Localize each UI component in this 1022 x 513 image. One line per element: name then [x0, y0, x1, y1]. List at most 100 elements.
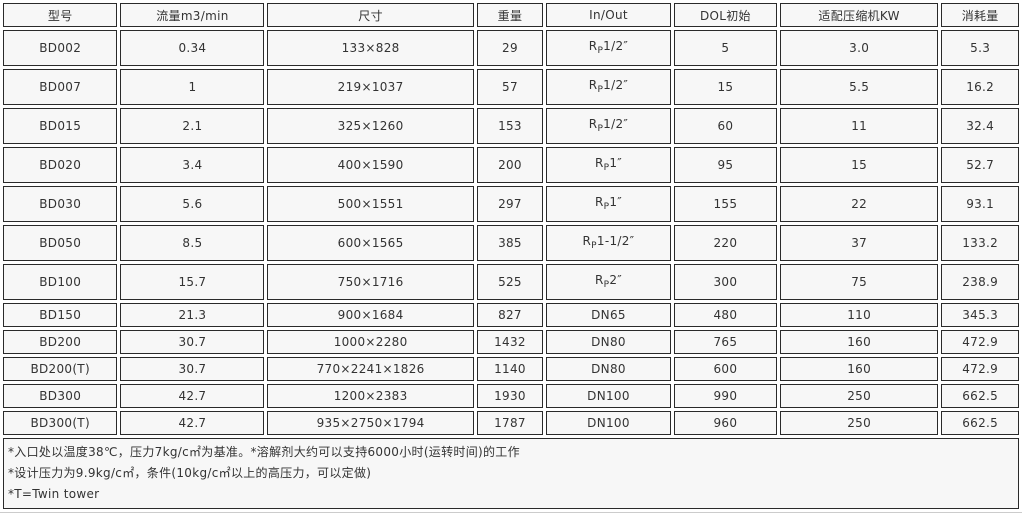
in-out-size: 1-1/2″	[596, 233, 635, 248]
note-line: *设计压力为9.9kg/c㎡，条件(10kg/c㎡以上的高压力，可以定做)	[8, 466, 372, 480]
cell-size: 133×828	[267, 30, 474, 66]
table-row: BD300(T) 42.7 935×2750×1794 1787 DN100 960 250…	[3, 411, 1019, 435]
cell-weight: 200	[476, 147, 544, 183]
cell-model: BD007	[3, 69, 118, 105]
table-row: BD300 42.7 1200×2383 1930 DN100 990 250 662.5	[3, 384, 1019, 408]
in-out-prefix: DN100	[587, 389, 630, 403]
cell-compressor-kw: 15	[779, 147, 939, 183]
in-out-subscript: P	[597, 123, 604, 134]
in-out-subscript: P	[603, 279, 610, 290]
cell-weight: 153	[476, 108, 544, 144]
cell-dol: 15	[673, 69, 777, 105]
cell-weight: 29	[476, 30, 544, 66]
cell-compressor-kw: 37	[779, 225, 939, 261]
cell-consumption: 52.7	[941, 147, 1019, 183]
cell-model: BD300	[3, 384, 118, 408]
in-out-size: 1″	[609, 155, 623, 170]
cell-weight: 525	[476, 264, 544, 300]
cell-model: BD200(T)	[3, 357, 118, 381]
cell-in-out: RP2″	[546, 264, 671, 300]
header-dol: DOL初始	[673, 3, 777, 27]
cell-dol: 990	[673, 384, 777, 408]
cell-compressor-kw: 11	[779, 108, 939, 144]
cell-model: BD300(T)	[3, 411, 118, 435]
cell-dol: 220	[673, 225, 777, 261]
cell-in-out: RP1/2″	[546, 108, 671, 144]
table-row: BD030 5.6 500×1551 297 RP1″ 155 22 93.1	[3, 186, 1019, 222]
cell-flow: 21.3	[120, 303, 265, 327]
cell-in-out: DN80	[546, 330, 671, 354]
cell-model: BD200	[3, 330, 118, 354]
cell-weight: 297	[476, 186, 544, 222]
cell-consumption: 472.9	[941, 357, 1019, 381]
cell-dol: 5	[673, 30, 777, 66]
cell-model: BD150	[3, 303, 118, 327]
cell-in-out: RP1/2″	[546, 69, 671, 105]
cell-weight: 827	[476, 303, 544, 327]
note-line: *入口处以温度38℃，压力7kg/c㎡为基准。*溶解剂大约可以支持6000小时(…	[8, 445, 520, 459]
cell-flow: 30.7	[120, 357, 265, 381]
header-model: 型号	[3, 3, 118, 27]
cell-compressor-kw: 250	[779, 411, 939, 435]
in-out-prefix: R	[588, 38, 598, 53]
cell-in-out: RP1/2″	[546, 30, 671, 66]
cell-in-out: DN100	[546, 411, 671, 435]
cell-size: 325×1260	[267, 108, 474, 144]
cell-size: 400×1590	[267, 147, 474, 183]
cell-flow: 0.34	[120, 30, 265, 66]
cell-model: BD050	[3, 225, 118, 261]
header-compressor-kw: 适配压缩机KW	[779, 3, 939, 27]
table-row: BD007 1 219×1037 57 RP1/2″ 15 5.5 16.2	[3, 69, 1019, 105]
table-row: BD015 2.1 325×1260 153 RP1/2″ 60 11 32.4	[3, 108, 1019, 144]
notes-row: *入口处以温度38℃，压力7kg/c㎡为基准。*溶解剂大约可以支持6000小时(…	[3, 438, 1019, 509]
header-flow: 流量m3/min	[120, 3, 265, 27]
cell-consumption: 32.4	[941, 108, 1019, 144]
table-row: BD002 0.34 133×828 29 RP1/2″ 5 3.0 5.3	[3, 30, 1019, 66]
cell-consumption: 5.3	[941, 30, 1019, 66]
cell-model: BD002	[3, 30, 118, 66]
cell-size: 500×1551	[267, 186, 474, 222]
cell-consumption: 662.5	[941, 384, 1019, 408]
cell-weight: 57	[476, 69, 544, 105]
cell-consumption: 345.3	[941, 303, 1019, 327]
in-out-subscript: P	[603, 162, 610, 173]
table-row: BD100 15.7 750×1716 525 RP2″ 300 75 238.9	[3, 264, 1019, 300]
in-out-size: 1/2″	[603, 116, 629, 131]
cell-dol: 480	[673, 303, 777, 327]
in-out-subscript: P	[597, 84, 604, 95]
cell-model: BD100	[3, 264, 118, 300]
cell-size: 935×2750×1794	[267, 411, 474, 435]
cell-weight: 1140	[476, 357, 544, 381]
in-out-prefix: R	[588, 116, 598, 131]
cell-size: 900×1684	[267, 303, 474, 327]
in-out-prefix: DN65	[591, 308, 626, 322]
cell-consumption: 662.5	[941, 411, 1019, 435]
table-row: BD200(T) 30.7 770×2241×1826 1140 DN80 600 160 4…	[3, 357, 1019, 381]
cell-size: 770×2241×1826	[267, 357, 474, 381]
cell-dol: 600	[673, 357, 777, 381]
cell-flow: 30.7	[120, 330, 265, 354]
in-out-prefix: R	[582, 233, 592, 248]
in-out-prefix: DN100	[587, 416, 630, 430]
cell-weight: 1787	[476, 411, 544, 435]
notes-cell: *入口处以温度38℃，压力7kg/c㎡为基准。*溶解剂大约可以支持6000小时(…	[3, 438, 1019, 509]
cell-size: 750×1716	[267, 264, 474, 300]
header-row: 型号 流量m3/min 尺寸 重量 In/Out DOL初始 适配压缩机KW 消…	[3, 3, 1019, 27]
cell-flow: 42.7	[120, 411, 265, 435]
cell-compressor-kw: 5.5	[779, 69, 939, 105]
cell-dol: 155	[673, 186, 777, 222]
cell-flow: 2.1	[120, 108, 265, 144]
in-out-subscript: P	[597, 45, 604, 56]
cell-consumption: 16.2	[941, 69, 1019, 105]
cell-weight: 1930	[476, 384, 544, 408]
cell-in-out: RP1″	[546, 147, 671, 183]
cell-dol: 95	[673, 147, 777, 183]
cell-flow: 3.4	[120, 147, 265, 183]
cell-flow: 15.7	[120, 264, 265, 300]
in-out-prefix: R	[588, 77, 598, 92]
cell-model: BD015	[3, 108, 118, 144]
cell-dol: 960	[673, 411, 777, 435]
cell-size: 219×1037	[267, 69, 474, 105]
cell-in-out: DN80	[546, 357, 671, 381]
